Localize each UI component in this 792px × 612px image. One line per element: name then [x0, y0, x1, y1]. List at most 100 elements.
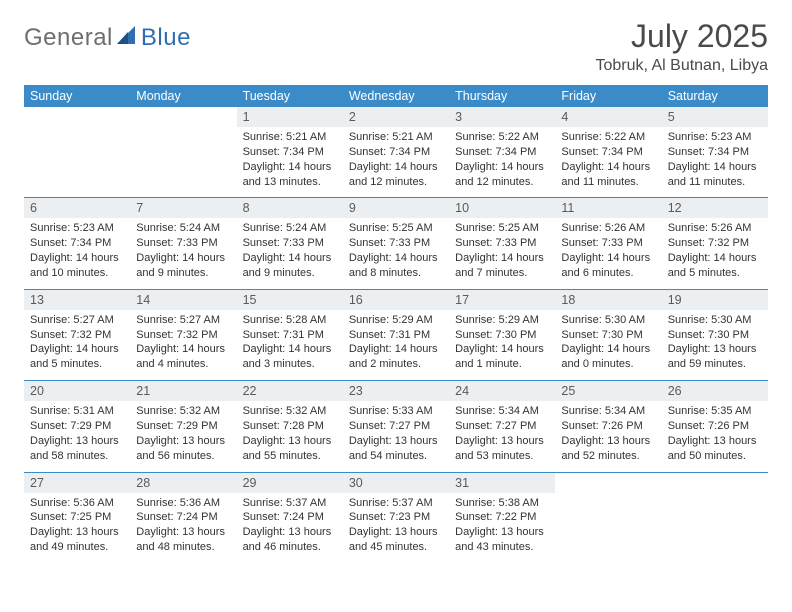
- day-details: [662, 479, 768, 537]
- sunset-line: Sunset: 7:27 PM: [455, 419, 549, 434]
- day-details: Sunrise: 5:34 AMSunset: 7:27 PMDaylight:…: [449, 401, 555, 471]
- sunset-line: Sunset: 7:30 PM: [455, 328, 549, 343]
- day-details: Sunrise: 5:33 AMSunset: 7:27 PMDaylight:…: [343, 401, 449, 471]
- calendar-day-cell: 13Sunrise: 5:27 AMSunset: 7:32 PMDayligh…: [24, 289, 130, 380]
- calendar-day-cell: 4Sunrise: 5:22 AMSunset: 7:34 PMDaylight…: [555, 107, 661, 198]
- daylight-line: and 0 minutes.: [561, 357, 655, 372]
- day-details: Sunrise: 5:36 AMSunset: 7:25 PMDaylight:…: [24, 493, 130, 563]
- dow-thursday: Thursday: [449, 85, 555, 107]
- calendar-day-cell: 10Sunrise: 5:25 AMSunset: 7:33 PMDayligh…: [449, 198, 555, 289]
- month-title: July 2025: [595, 18, 768, 55]
- calendar-day-cell: 20Sunrise: 5:31 AMSunset: 7:29 PMDayligh…: [24, 381, 130, 472]
- daylight-line: Daylight: 13 hours: [136, 434, 230, 449]
- sunset-line: Sunset: 7:24 PM: [136, 510, 230, 525]
- daylight-line: and 43 minutes.: [455, 540, 549, 555]
- daylight-line: Daylight: 14 hours: [349, 160, 443, 175]
- day-number: 12: [662, 198, 768, 218]
- sunrise-line: Sunrise: 5:21 AM: [243, 130, 337, 145]
- daylight-line: Daylight: 13 hours: [136, 525, 230, 540]
- dow-tuesday: Tuesday: [237, 85, 343, 107]
- day-number: 19: [662, 290, 768, 310]
- sunrise-line: Sunrise: 5:36 AM: [30, 496, 124, 511]
- day-details: Sunrise: 5:29 AMSunset: 7:31 PMDaylight:…: [343, 310, 449, 380]
- day-details: Sunrise: 5:32 AMSunset: 7:29 PMDaylight:…: [130, 401, 236, 471]
- calendar-day-cell: 5Sunrise: 5:23 AMSunset: 7:34 PMDaylight…: [662, 107, 768, 198]
- daylight-line: and 52 minutes.: [561, 449, 655, 464]
- calendar-table: Sunday Monday Tuesday Wednesday Thursday…: [24, 85, 768, 563]
- daylight-line: and 54 minutes.: [349, 449, 443, 464]
- day-number: 7: [130, 198, 236, 218]
- sunrise-line: Sunrise: 5:27 AM: [136, 313, 230, 328]
- calendar-day-cell: 22Sunrise: 5:32 AMSunset: 7:28 PMDayligh…: [237, 381, 343, 472]
- calendar-day-cell: [130, 107, 236, 198]
- title-block: July 2025 Tobruk, Al Butnan, Libya: [595, 18, 768, 75]
- calendar-day-cell: 7Sunrise: 5:24 AMSunset: 7:33 PMDaylight…: [130, 198, 236, 289]
- dow-wednesday: Wednesday: [343, 85, 449, 107]
- daylight-line: Daylight: 13 hours: [561, 434, 655, 449]
- logo-text-blue: Blue: [141, 24, 191, 52]
- daylight-line: Daylight: 13 hours: [243, 434, 337, 449]
- sunset-line: Sunset: 7:33 PM: [561, 236, 655, 251]
- daylight-line: Daylight: 13 hours: [243, 525, 337, 540]
- daylight-line: Daylight: 13 hours: [455, 434, 549, 449]
- dow-monday: Monday: [130, 85, 236, 107]
- day-details: Sunrise: 5:30 AMSunset: 7:30 PMDaylight:…: [555, 310, 661, 380]
- daylight-line: Daylight: 14 hours: [668, 160, 762, 175]
- day-details: [24, 113, 130, 171]
- calendar-week-row: 13Sunrise: 5:27 AMSunset: 7:32 PMDayligh…: [24, 289, 768, 380]
- day-details: Sunrise: 5:22 AMSunset: 7:34 PMDaylight:…: [555, 127, 661, 197]
- daylight-line: Daylight: 14 hours: [668, 251, 762, 266]
- logo: General Blue: [24, 18, 191, 52]
- daylight-line: and 4 minutes.: [136, 357, 230, 372]
- day-details: Sunrise: 5:24 AMSunset: 7:33 PMDaylight:…: [237, 218, 343, 288]
- daylight-line: Daylight: 13 hours: [668, 434, 762, 449]
- sunset-line: Sunset: 7:33 PM: [136, 236, 230, 251]
- day-details: Sunrise: 5:30 AMSunset: 7:30 PMDaylight:…: [662, 310, 768, 380]
- sunset-line: Sunset: 7:24 PM: [243, 510, 337, 525]
- calendar-day-cell: 27Sunrise: 5:36 AMSunset: 7:25 PMDayligh…: [24, 472, 130, 563]
- daylight-line: and 9 minutes.: [136, 266, 230, 281]
- sunset-line: Sunset: 7:34 PM: [668, 145, 762, 160]
- daylight-line: and 56 minutes.: [136, 449, 230, 464]
- daylight-line: Daylight: 14 hours: [455, 160, 549, 175]
- daylight-line: and 6 minutes.: [561, 266, 655, 281]
- day-number: 11: [555, 198, 661, 218]
- daylight-line: and 46 minutes.: [243, 540, 337, 555]
- sunset-line: Sunset: 7:29 PM: [30, 419, 124, 434]
- daylight-line: and 5 minutes.: [668, 266, 762, 281]
- calendar-day-cell: [555, 472, 661, 563]
- header-row: General Blue July 2025 Tobruk, Al Butnan…: [24, 18, 768, 75]
- day-number: 4: [555, 107, 661, 127]
- day-number: 21: [130, 381, 236, 401]
- calendar-day-cell: 6Sunrise: 5:23 AMSunset: 7:34 PMDaylight…: [24, 198, 130, 289]
- sunrise-line: Sunrise: 5:23 AM: [30, 221, 124, 236]
- day-number: 24: [449, 381, 555, 401]
- day-details: Sunrise: 5:35 AMSunset: 7:26 PMDaylight:…: [662, 401, 768, 471]
- sunrise-line: Sunrise: 5:34 AM: [455, 404, 549, 419]
- sunrise-line: Sunrise: 5:36 AM: [136, 496, 230, 511]
- sunset-line: Sunset: 7:34 PM: [349, 145, 443, 160]
- day-number: 10: [449, 198, 555, 218]
- day-number: 5: [662, 107, 768, 127]
- daylight-line: Daylight: 13 hours: [30, 434, 124, 449]
- sunrise-line: Sunrise: 5:34 AM: [561, 404, 655, 419]
- day-details: Sunrise: 5:24 AMSunset: 7:33 PMDaylight:…: [130, 218, 236, 288]
- calendar-day-cell: 9Sunrise: 5:25 AMSunset: 7:33 PMDaylight…: [343, 198, 449, 289]
- sunrise-line: Sunrise: 5:25 AM: [349, 221, 443, 236]
- sunrise-line: Sunrise: 5:35 AM: [668, 404, 762, 419]
- daylight-line: Daylight: 14 hours: [243, 160, 337, 175]
- calendar-week-row: 1Sunrise: 5:21 AMSunset: 7:34 PMDaylight…: [24, 107, 768, 198]
- daylight-line: Daylight: 14 hours: [561, 342, 655, 357]
- day-details: Sunrise: 5:38 AMSunset: 7:22 PMDaylight:…: [449, 493, 555, 563]
- location-subtitle: Tobruk, Al Butnan, Libya: [595, 57, 768, 75]
- sunrise-line: Sunrise: 5:30 AM: [668, 313, 762, 328]
- sunrise-line: Sunrise: 5:21 AM: [349, 130, 443, 145]
- sunset-line: Sunset: 7:31 PM: [349, 328, 443, 343]
- calendar-day-cell: 26Sunrise: 5:35 AMSunset: 7:26 PMDayligh…: [662, 381, 768, 472]
- daylight-line: and 5 minutes.: [30, 357, 124, 372]
- calendar-day-cell: 3Sunrise: 5:22 AMSunset: 7:34 PMDaylight…: [449, 107, 555, 198]
- calendar-day-cell: [24, 107, 130, 198]
- sunrise-line: Sunrise: 5:29 AM: [455, 313, 549, 328]
- sunrise-line: Sunrise: 5:30 AM: [561, 313, 655, 328]
- day-details: Sunrise: 5:26 AMSunset: 7:32 PMDaylight:…: [662, 218, 768, 288]
